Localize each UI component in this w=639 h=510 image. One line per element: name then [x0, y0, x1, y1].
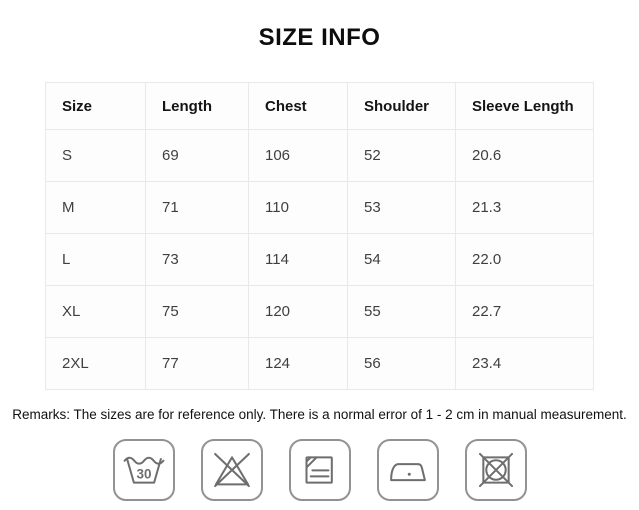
header-cell: Shoulder: [347, 82, 456, 130]
table-cell: 73: [145, 233, 249, 286]
page-title: SIZE INFO: [258, 24, 381, 51]
table-row: M 71 110 53 21.3: [45, 181, 594, 234]
header-row: Size Length Chest Shoulder Sleeve Length: [45, 82, 594, 130]
wash-at-30-icon: 30: [112, 439, 175, 501]
table-cell: 54: [347, 233, 456, 286]
table-cell: 110: [248, 181, 348, 234]
header-cell: Sleeve Length: [455, 82, 594, 130]
table-cell: 22.0: [455, 233, 594, 286]
table-cell: 120: [248, 285, 348, 338]
table-cell: M: [45, 181, 146, 234]
table-cell: L: [45, 233, 146, 286]
table-cell: 114: [248, 233, 348, 286]
table-cell: 69: [145, 129, 249, 182]
table-row: S 69 106 52 20.6: [45, 129, 594, 182]
table-row: 2XL 77 124 56 23.4: [45, 337, 594, 390]
table-cell: 23.4: [455, 337, 594, 390]
table-cell: 55: [347, 285, 456, 338]
table-cell: 75: [145, 285, 249, 338]
table-cell: 20.6: [455, 129, 594, 182]
size-chart-header: Size Length Chest Shoulder Sleeve Length: [45, 82, 594, 130]
do-not-bleach-icon: [200, 439, 263, 501]
table-cell: S: [45, 129, 146, 182]
table-cell: 56: [347, 337, 456, 390]
header-cell: Chest: [248, 82, 348, 130]
do-not-tumble-dry-icon: [464, 439, 527, 501]
header-cell: Length: [145, 82, 249, 130]
table-row: XL 75 120 55 22.7: [45, 285, 594, 338]
table-cell: 52: [347, 129, 456, 182]
wash-temp-label: 30: [136, 466, 151, 481]
header-cell: Size: [45, 82, 146, 130]
table-row: L 73 114 54 22.0: [45, 233, 594, 286]
table-cell: 124: [248, 337, 348, 390]
table-cell: 2XL: [45, 337, 146, 390]
dry-flat-in-shade-icon: [288, 439, 351, 501]
iron-low-heat-icon: [376, 439, 439, 501]
table-cell: 71: [145, 181, 249, 234]
table-cell: 22.7: [455, 285, 594, 338]
remarks-text: Remarks: The sizes are for reference onl…: [12, 407, 627, 422]
table-cell: XL: [45, 285, 146, 338]
care-symbols-row: 30: [0, 439, 639, 501]
table-cell: 77: [145, 337, 249, 390]
size-chart-body: S 69 106 52 20.6 M 71 110 53 21.3 L 73 114 54 22.0 XL 75…: [45, 129, 594, 390]
size-chart-table: Size Length Chest Shoulder Sleeve Length S 69…: [45, 82, 594, 390]
table-cell: 21.3: [455, 181, 594, 234]
table-cell: 53: [347, 181, 456, 234]
table-cell: 106: [248, 129, 348, 182]
